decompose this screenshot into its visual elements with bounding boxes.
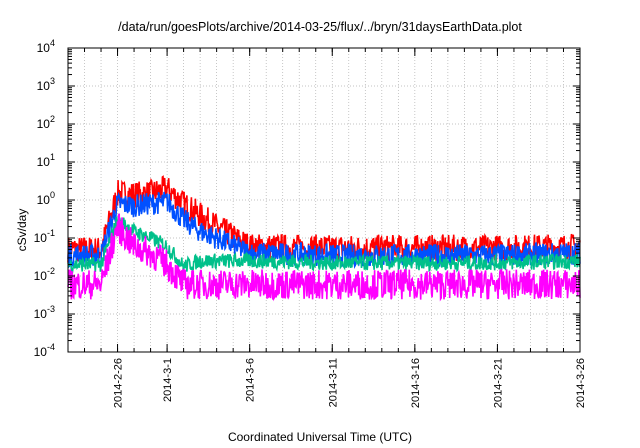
y-tick-label: 10-4 bbox=[34, 342, 55, 359]
x-tick-label: 2014-3-21 bbox=[492, 358, 504, 408]
y-tick-label: 102 bbox=[37, 114, 55, 131]
x-tick-label: 2014-3-11 bbox=[327, 358, 339, 407]
y-tick-label: 10-1 bbox=[34, 228, 55, 245]
x-tick-label: 2014-2-26 bbox=[113, 358, 125, 408]
series-group bbox=[67, 175, 581, 302]
x-tick-label: 2014-3-26 bbox=[575, 358, 587, 408]
x-tick-label: 2014-3-1 bbox=[162, 358, 174, 402]
series-blue-line bbox=[67, 191, 581, 270]
x-tick-label: 2014-3-16 bbox=[410, 358, 422, 408]
x-axis-label: Coordinated Universal Time (UTC) bbox=[227, 430, 413, 444]
y-tick-label: 101 bbox=[37, 152, 55, 169]
y-tick-label: 103 bbox=[37, 76, 55, 93]
y-tick-label: 10-3 bbox=[34, 304, 55, 321]
y-tick-label: 104 bbox=[37, 38, 55, 55]
x-tick-label: 2014-3-6 bbox=[245, 358, 257, 402]
y-tick-label: 100 bbox=[37, 190, 55, 207]
x-ticks: 2014-2-26 2014-3-1 2014-3-6 2014-3-11 2014-3… bbox=[67, 48, 587, 408]
series-green-line bbox=[67, 214, 581, 275]
series-magenta-line bbox=[67, 213, 581, 302]
chart-title: /data/run/goesPlots/archive/2014-03-25/f… bbox=[118, 20, 522, 34]
y-ticks: 10-4 10-3 10-2 10-1 100 101 102 103 104 bbox=[34, 38, 580, 359]
y-tick-label: 10-2 bbox=[34, 266, 55, 283]
